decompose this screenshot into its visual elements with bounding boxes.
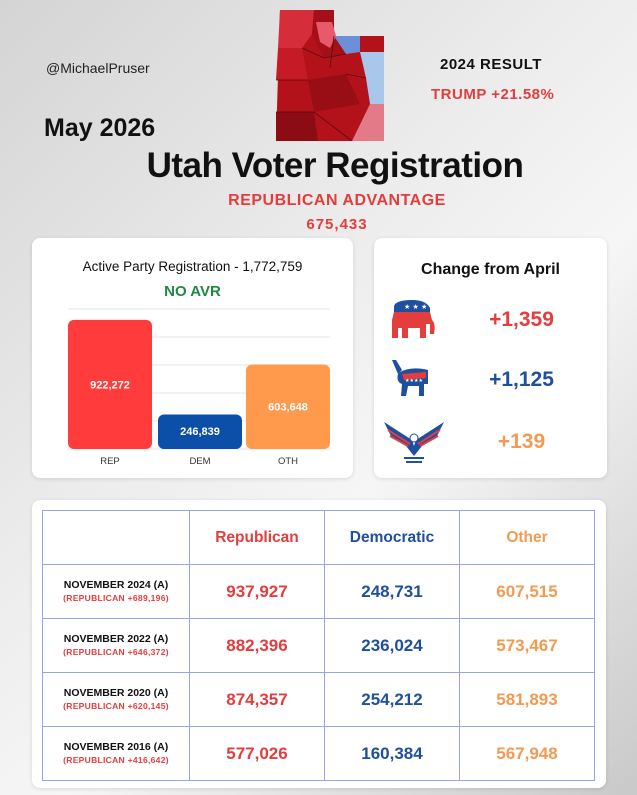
row-label: NOVEMBER 2022 (A) (REPUBLICAN +646,372): [42, 618, 190, 673]
category-label: REP: [100, 456, 120, 467]
row-label: NOVEMBER 2024 (A) (REPUBLICAN +689,196): [42, 564, 190, 619]
cell-oth: 581,893: [459, 672, 595, 727]
bar-value-label: 603,648: [268, 402, 308, 414]
header-republican: Republican: [189, 510, 325, 565]
cell-rep: 937,927: [189, 564, 325, 619]
result-title: 2024 RESULT: [440, 56, 542, 73]
header-democratic: Democratic: [324, 510, 460, 565]
header-blank: [42, 510, 190, 565]
result-value: TRUMP +21.58%: [431, 86, 555, 103]
cell-dem: 254,212: [324, 672, 460, 727]
report-date: May 2026: [44, 114, 156, 142]
page-title: Utah Voter Registration: [146, 146, 524, 185]
header-other: Other: [459, 510, 595, 565]
bar-oth: [246, 364, 330, 449]
registration-chart-card: Active Party Registration - 1,772,759 NO…: [32, 238, 353, 478]
row-label: NOVEMBER 2016 (A) (REPUBLICAN +416,642): [42, 726, 190, 781]
eagle-icon: [384, 422, 444, 463]
cell-rep: 577,026: [189, 726, 325, 781]
cell-dem: 236,024: [324, 618, 460, 673]
republican-elephant-icon: ★ ★ ★: [392, 300, 435, 338]
dem-change-value: +1,125: [489, 368, 554, 391]
svg-text:★ ★ ★: ★ ★ ★: [404, 303, 427, 311]
bar-value-label: 246,839: [180, 426, 220, 438]
cell-oth: 567,948: [459, 726, 595, 781]
cell-dem: 248,731: [324, 564, 460, 619]
democratic-donkey-icon: ★★★★: [392, 360, 428, 396]
row-label: NOVEMBER 2020 (A) (REPUBLICAN +620,145): [42, 672, 190, 727]
row-margin: (REPUBLICAN +689,196): [63, 592, 169, 603]
cell-dem: 160,384: [324, 726, 460, 781]
cell-rep: 882,396: [189, 618, 325, 673]
utah-county-map: [276, 10, 384, 141]
rep-change-value: +1,359: [489, 308, 554, 331]
table-row: NOVEMBER 2024 (A) (REPUBLICAN +689,196) 9…: [42, 564, 595, 619]
change-title: Change from April: [421, 261, 560, 278]
history-table-card: Republican Democratic Other NOVEMBER 202…: [32, 500, 606, 788]
row-margin: (REPUBLICAN +416,642): [63, 754, 169, 765]
advantage-value: 675,433: [306, 216, 368, 233]
cell-oth: 573,467: [459, 618, 595, 673]
table-row: NOVEMBER 2020 (A) (REPUBLICAN +620,145) 8…: [42, 672, 595, 727]
bar-chart: 922,272 REP 246,839 DEM 603,648 OTH: [68, 308, 330, 467]
cell-rep: 874,357: [189, 672, 325, 727]
row-margin: (REPUBLICAN +620,145): [63, 700, 169, 711]
change-card: Change from April ★ ★ ★ +1,359 ★★★★ +1,1…: [374, 238, 607, 478]
row-margin: (REPUBLICAN +646,372): [63, 646, 169, 657]
oth-change-value: +139: [497, 430, 546, 453]
bar-value-label: 922,272: [90, 379, 130, 391]
category-label: OTH: [278, 456, 298, 467]
chart-subtitle: NO AVR: [164, 283, 221, 300]
history-table: Republican Democratic Other NOVEMBER 202…: [42, 510, 595, 781]
table-row: NOVEMBER 2016 (A) (REPUBLICAN +416,642) 5…: [42, 726, 595, 781]
category-label: DEM: [189, 456, 210, 467]
advantage-label: REPUBLICAN ADVANTAGE: [228, 192, 446, 209]
table-header-row: Republican Democratic Other: [42, 510, 595, 565]
svg-text:★★★★: ★★★★: [405, 378, 423, 384]
bar-rep: [68, 319, 152, 449]
cell-oth: 607,515: [459, 564, 595, 619]
chart-title: Active Party Registration - 1,772,759: [82, 259, 303, 274]
author-handle: @MichaelPruser: [46, 60, 150, 76]
bar-dem: [158, 414, 242, 449]
table-row: NOVEMBER 2022 (A) (REPUBLICAN +646,372) 8…: [42, 618, 595, 673]
